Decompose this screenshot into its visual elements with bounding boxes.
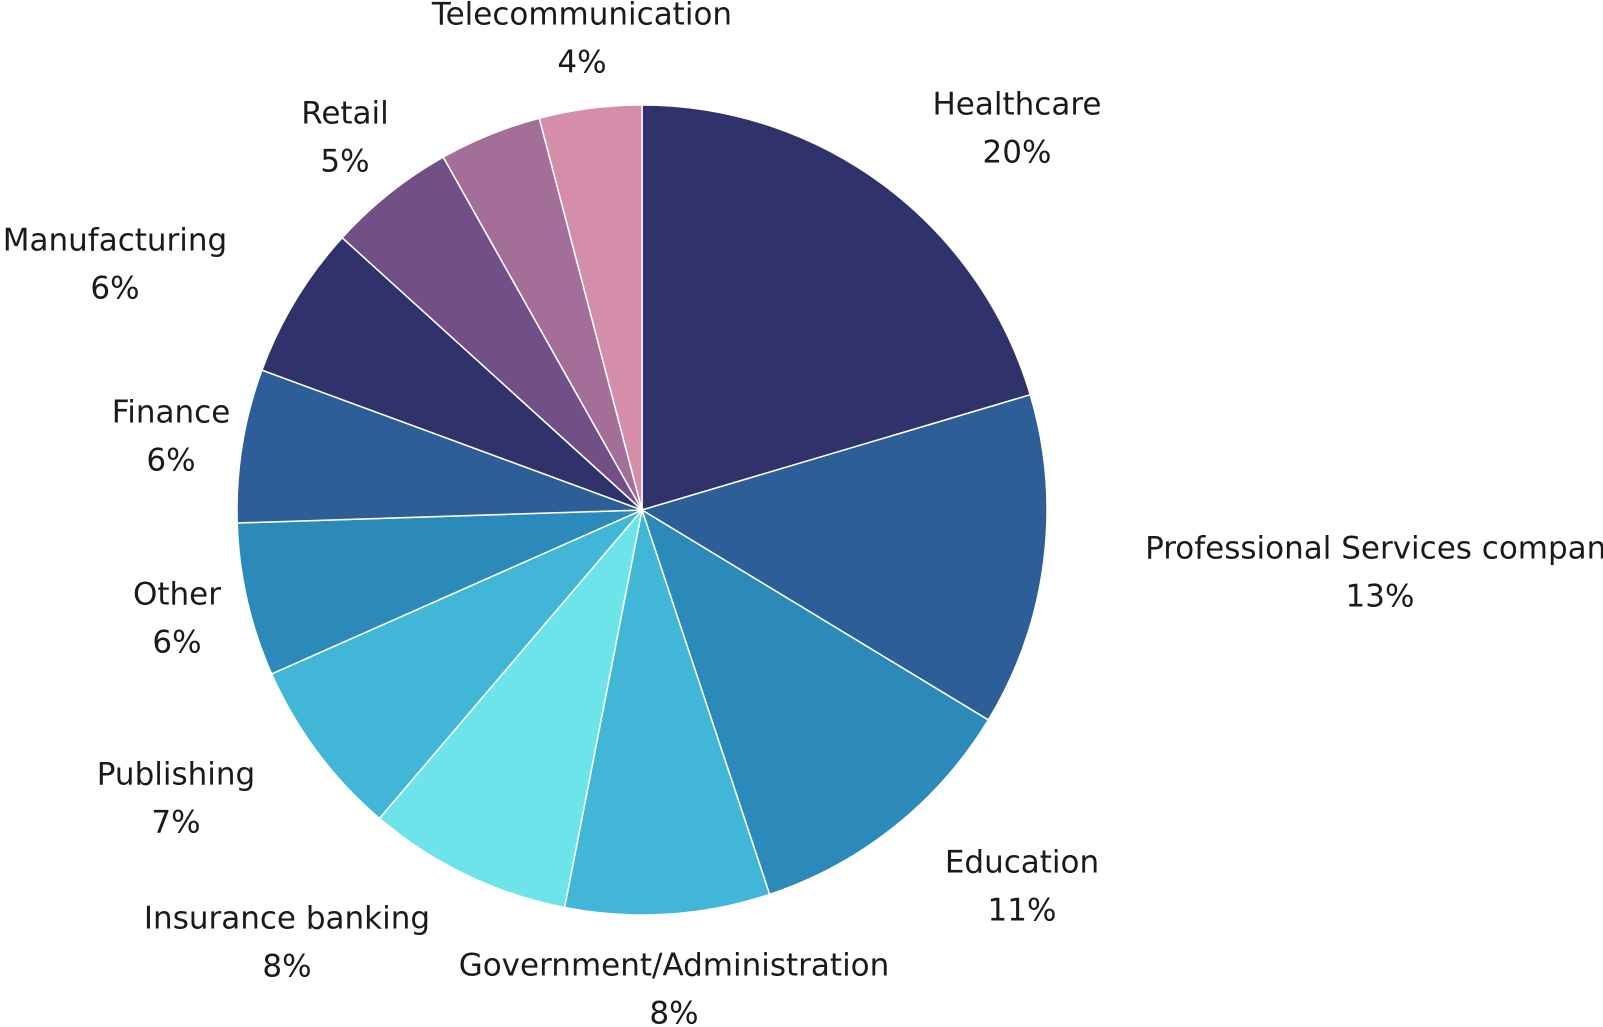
pie-slice-finance (236, 369, 643, 524)
slice-value-label-insurance-banking: 8% (262, 949, 311, 985)
slice-label-healthcare: Healthcare (933, 87, 1102, 123)
pie-slice-insurance-banking (378, 507, 644, 909)
pie-labels: Healthcare 20% Professional Services compa… (3, 0, 1603, 1027)
slice-value-label-telecommunication: 4% (557, 45, 606, 81)
slice-value-label-publishing: 7% (151, 805, 200, 841)
slice-value-label-retail: 5% (320, 144, 369, 180)
pie-slice-unlabeled (538, 104, 643, 511)
pie-slice-publishing (270, 509, 643, 820)
slice-label-insurance-banking: Insurance banking (144, 901, 430, 937)
slice-value-label-professional-services-compani: 13% (1346, 579, 1415, 615)
slice-label-telecommunication: Telecommunication (431, 0, 732, 33)
slice-value-label-healthcare: 20% (983, 135, 1052, 171)
slice-label-manufacturing: Manufacturing (3, 223, 227, 259)
slice-value-label-other: 6% (152, 625, 201, 661)
pie-slice-manufacturing (260, 236, 643, 511)
pie-slice-education (640, 508, 990, 896)
pie-slices (236, 104, 1048, 916)
slice-value-label-education: 11% (988, 893, 1057, 929)
slice-value-label-manufacturing: 6% (90, 271, 139, 307)
slice-label-education: Education (945, 845, 1099, 881)
slice-label-professional-services-compani: Professional Services compani (1145, 531, 1603, 567)
pie-slice-government-administration (563, 507, 771, 916)
pie-slice-other (236, 509, 643, 675)
slice-label-retail: Retail (301, 96, 389, 132)
slice-label-other: Other (133, 577, 221, 613)
slice-value-label-finance: 6% (146, 443, 195, 479)
slice-label-government-administration: Government/Administration (459, 948, 890, 984)
slice-label-finance: Finance (112, 395, 231, 431)
pie-slice-healthcare (641, 104, 1032, 512)
slice-label-publishing: Publishing (97, 757, 255, 793)
pie-slice-professional-services-compani (640, 393, 1048, 721)
slice-value-label-government-administration: 8% (649, 996, 698, 1027)
